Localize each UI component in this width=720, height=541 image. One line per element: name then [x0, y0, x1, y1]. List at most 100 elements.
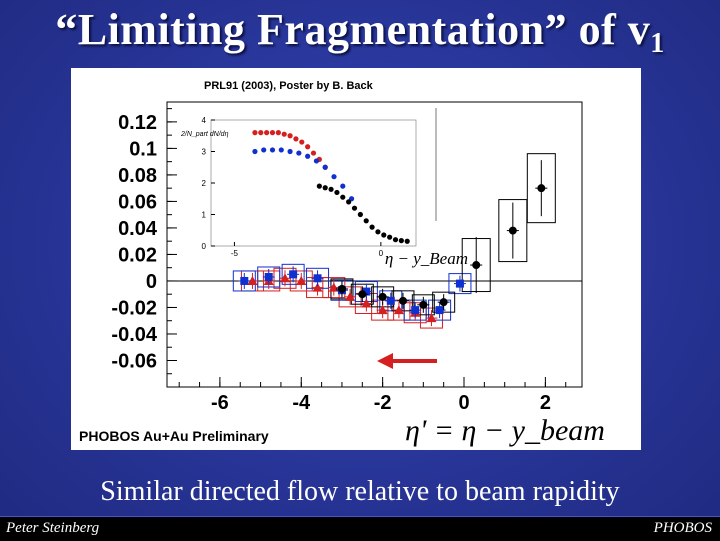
- data-point-square: [435, 306, 444, 315]
- footer-experiment: PHOBOS: [653, 520, 712, 536]
- data-point-triangle: [426, 313, 437, 323]
- reference-annotation: PRL91 (2003), Poster by B. Back: [204, 80, 374, 92]
- inset-data-point: [404, 238, 410, 244]
- inset-data-point: [264, 130, 270, 136]
- systematic-box: [428, 299, 452, 321]
- data-point-circle: [337, 284, 346, 293]
- x-ticks: -6 -4 -2 0 2: [178, 377, 567, 414]
- plot-border: [166, 101, 583, 388]
- inset-data-point: [351, 205, 358, 211]
- systematic-box: [289, 270, 313, 292]
- inset-data-point: [296, 150, 302, 156]
- x-tick-label: 0: [458, 392, 469, 414]
- data-point-triangle: [296, 275, 307, 285]
- data-point-triangle: [377, 305, 388, 315]
- y-tick-label: -0.02: [111, 297, 157, 319]
- systematic-box: [448, 273, 472, 295]
- inset-data-point: [287, 148, 293, 155]
- inset-y-tick-label: 3: [202, 148, 207, 157]
- inset-data-point: [299, 139, 305, 145]
- data-point-square: [362, 287, 371, 296]
- inset-data-point: [398, 238, 404, 244]
- data-point-square: [289, 270, 298, 279]
- inset-x-tick-label: -5: [231, 249, 239, 258]
- systematic-box: [411, 294, 435, 316]
- inset-data-point: [313, 158, 320, 164]
- inset-data-point: [387, 234, 393, 240]
- data-point-square: [264, 272, 273, 281]
- y-tick-label: 0.08: [118, 165, 157, 187]
- inset-data-point: [316, 183, 322, 189]
- inset-data-point: [340, 183, 346, 189]
- x-tick-label: -2: [374, 392, 392, 414]
- y-tick-label: 0.1: [129, 138, 157, 160]
- inset-data-point: [258, 130, 264, 136]
- data-point-square: [411, 306, 420, 315]
- inset-data-point: [293, 136, 299, 142]
- data-point-circle: [398, 296, 407, 305]
- data-point-circle: [439, 298, 448, 307]
- inset-data-point: [278, 147, 284, 153]
- data-point-triangle: [247, 275, 258, 285]
- slide-caption: Similar directed flow relative to beam r…: [100, 476, 620, 507]
- data-point-triangle: [361, 298, 372, 308]
- inset-data-point: [252, 130, 258, 136]
- data-points: [238, 160, 548, 327]
- data-point-circle: [378, 292, 387, 301]
- x-tick-label: -6: [211, 392, 229, 414]
- inset-y-tick-label: 1: [202, 211, 207, 220]
- inset-frame: [210, 119, 417, 247]
- y-ticks: 0.12 0.1 0.08 0.06 0.04 0.02 0 -0.02 -0.04 -0.06: [111, 108, 177, 375]
- preliminary-annotation: PHOBOS Au+Au Preliminary: [79, 428, 269, 444]
- x-axis-label: η' = η − y_beam: [405, 414, 605, 447]
- inset-data-point: [375, 229, 381, 235]
- inset-data-point: [322, 185, 328, 191]
- inset-data-point: [346, 199, 352, 205]
- systematic-box: [526, 153, 556, 224]
- data-point-circle: [472, 261, 481, 270]
- inset-data-point: [261, 147, 267, 153]
- systematic-box: [419, 307, 443, 329]
- v1-chart: 0.120.10.080.060.040.020-0.02-0.04-0.06 …: [71, 68, 641, 450]
- inset-data-point: [305, 153, 311, 159]
- x-tick-label: -4: [292, 392, 311, 414]
- data-point-triangle: [279, 273, 290, 283]
- inset-axis-label: η − y_Beam: [385, 249, 468, 268]
- data-point-circle: [537, 184, 546, 193]
- data-point-triangle: [312, 282, 323, 292]
- inset-data-point: [392, 237, 399, 243]
- systematic-box: [498, 199, 528, 263]
- inset-y-tick-label: 0: [202, 242, 207, 251]
- y-tick-label: -0.04: [111, 324, 157, 346]
- data-point-circle: [508, 226, 517, 235]
- inset-y-tick-label: 2: [202, 179, 207, 188]
- inset-x-tick-label: 0: [379, 249, 384, 258]
- inset-data-point: [310, 150, 317, 156]
- y-tick-label: 0.04: [118, 218, 158, 240]
- inset-data-point: [275, 130, 281, 136]
- y-tick-label: 0.06: [118, 191, 157, 213]
- inset-data-point: [281, 131, 287, 137]
- footer-author: Peter Steinberg: [6, 520, 100, 536]
- footer-bar: Peter Steinberg PHOBOS: [0, 516, 720, 541]
- data-point-square: [386, 296, 395, 305]
- inset-plot: 0 1 2 3 4 -5 0 2/N_part dN/dη η − y_Beam: [180, 116, 468, 268]
- inset-data-point: [381, 232, 387, 238]
- data-point-square: [455, 279, 464, 288]
- inset-data-point: [369, 224, 375, 230]
- title-subscript: 1: [650, 28, 665, 59]
- y-tick-label: -0.06: [111, 350, 157, 372]
- inset-y-label: 2/N_part dN/dη: [180, 131, 229, 138]
- systematic-box: [281, 263, 305, 285]
- direction-arrow-head: [377, 353, 393, 369]
- inset-data-point: [357, 211, 363, 218]
- systematic-box: [432, 291, 456, 313]
- data-point-triangle: [393, 305, 404, 315]
- inset-data-point: [334, 189, 340, 196]
- inset-data-point: [305, 144, 311, 150]
- inset-data-point: [287, 133, 293, 139]
- inset-data-point: [331, 174, 337, 180]
- inset-data-point: [252, 148, 258, 155]
- data-point-circle: [419, 300, 428, 309]
- inset-data-point: [340, 194, 346, 200]
